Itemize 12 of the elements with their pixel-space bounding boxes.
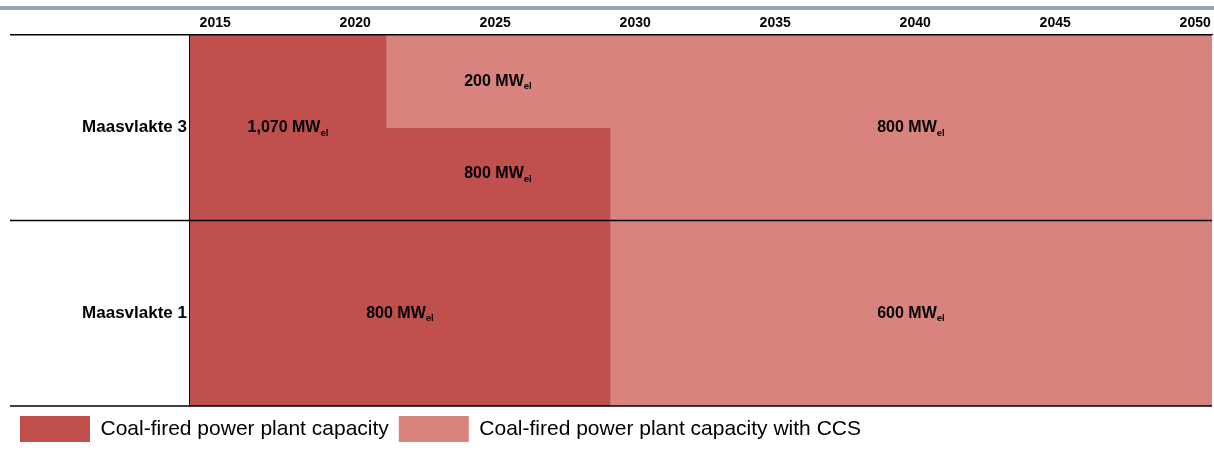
x-tick-label: 2025: [479, 14, 511, 31]
x-tick-label: 2020: [339, 14, 371, 31]
y-tick-label: Maasvlakte 1: [82, 302, 187, 322]
x-tick-label: 2015: [199, 14, 231, 31]
x-tick-label: 2050: [1179, 14, 1211, 31]
x-tick-label: 2045: [1039, 14, 1071, 31]
x-tick-label: 2030: [619, 14, 651, 31]
legend-label: Coal-fired power plant capacity with CCS: [479, 415, 861, 439]
legend-label: Coal-fired power plant capacity: [100, 415, 390, 439]
x-tick-label: 2035: [759, 14, 791, 31]
x-tick-label: 2040: [899, 14, 931, 31]
y-tick-label: Maasvlakte 3: [82, 117, 187, 137]
